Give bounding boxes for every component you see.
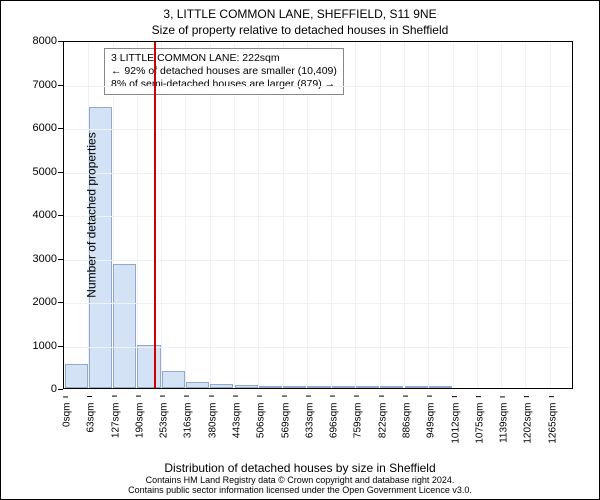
- bar: [356, 386, 379, 388]
- x-tick: 190sqm: [134, 403, 145, 439]
- grid-h: [64, 303, 572, 304]
- annot-line-2: ← 92% of detached houses are smaller (10…: [111, 65, 337, 78]
- x-tick: 0sqm: [62, 403, 73, 427]
- bar: [210, 384, 233, 388]
- x-tick: 633sqm: [304, 403, 315, 439]
- x-tick: 1139sqm: [499, 403, 510, 443]
- bar: [113, 264, 136, 388]
- y-axis-label: Number of detached properties: [85, 132, 99, 297]
- grid-h: [64, 86, 572, 87]
- bar: [405, 386, 428, 388]
- annotation-box: 3 LITTLE COMMON LANE: 222sqm ← 92% of de…: [104, 48, 344, 95]
- x-tick: 949sqm: [426, 403, 437, 439]
- x-tick: 1265sqm: [547, 403, 558, 444]
- y-tick: 5000: [7, 166, 57, 178]
- bar: [307, 386, 330, 388]
- x-tick: 822sqm: [377, 403, 388, 439]
- grid-h: [64, 260, 572, 261]
- copyright-line-1: Contains HM Land Registry data © Crown c…: [1, 475, 599, 485]
- chart-title-1: 3, LITTLE COMMON LANE, SHEFFIELD, S11 9N…: [1, 7, 599, 21]
- y-tick: 7000: [7, 79, 57, 91]
- grid-h: [64, 347, 572, 348]
- grid-h: [64, 173, 572, 174]
- grid-h: [64, 129, 572, 130]
- copyright: Contains HM Land Registry data © Crown c…: [1, 475, 599, 495]
- x-axis-label: Distribution of detached houses by size …: [1, 461, 599, 475]
- x-tick: 1202sqm: [523, 403, 534, 444]
- plot-area: 3 LITTLE COMMON LANE: 222sqm ← 92% of de…: [63, 41, 573, 389]
- y-tick: 4000: [7, 209, 57, 221]
- x-tick: 380sqm: [207, 403, 218, 439]
- bar: [283, 386, 306, 388]
- x-tick: 886sqm: [402, 403, 413, 439]
- annot-line-1: 3 LITTLE COMMON LANE: 222sqm: [111, 52, 337, 65]
- y-tick: 0: [7, 383, 57, 395]
- x-tick: 63sqm: [86, 403, 97, 433]
- y-tick: 8000: [7, 35, 57, 47]
- bar: [235, 385, 258, 388]
- bar: [186, 382, 209, 388]
- x-tick: 759sqm: [353, 403, 364, 439]
- reference-line: [154, 42, 156, 388]
- x-tick: 1075sqm: [474, 403, 485, 444]
- bar: [429, 386, 452, 388]
- bar: [259, 386, 282, 388]
- y-tick: 2000: [7, 296, 57, 308]
- x-tick: 127sqm: [110, 403, 121, 439]
- bar: [380, 386, 403, 388]
- x-tick: 506sqm: [256, 403, 267, 439]
- copyright-line-2: Contains public sector information licen…: [1, 485, 599, 495]
- x-tick: 569sqm: [280, 403, 291, 439]
- bar: [65, 364, 88, 388]
- y-tick: 1000: [7, 340, 57, 352]
- grid-h: [64, 216, 572, 217]
- bar: [162, 371, 185, 388]
- x-tick: 696sqm: [329, 403, 340, 439]
- x-tick: 253sqm: [159, 403, 170, 439]
- chart-title-2: Size of property relative to detached ho…: [1, 23, 599, 37]
- bar: [332, 386, 355, 388]
- bar: [137, 345, 160, 388]
- x-tick: 316sqm: [183, 403, 194, 439]
- y-tick: 3000: [7, 253, 57, 265]
- y-tick: 6000: [7, 122, 57, 134]
- figure: 3, LITTLE COMMON LANE, SHEFFIELD, S11 9N…: [0, 0, 600, 500]
- x-tick: 1012sqm: [450, 403, 461, 444]
- x-tick: 443sqm: [232, 403, 243, 439]
